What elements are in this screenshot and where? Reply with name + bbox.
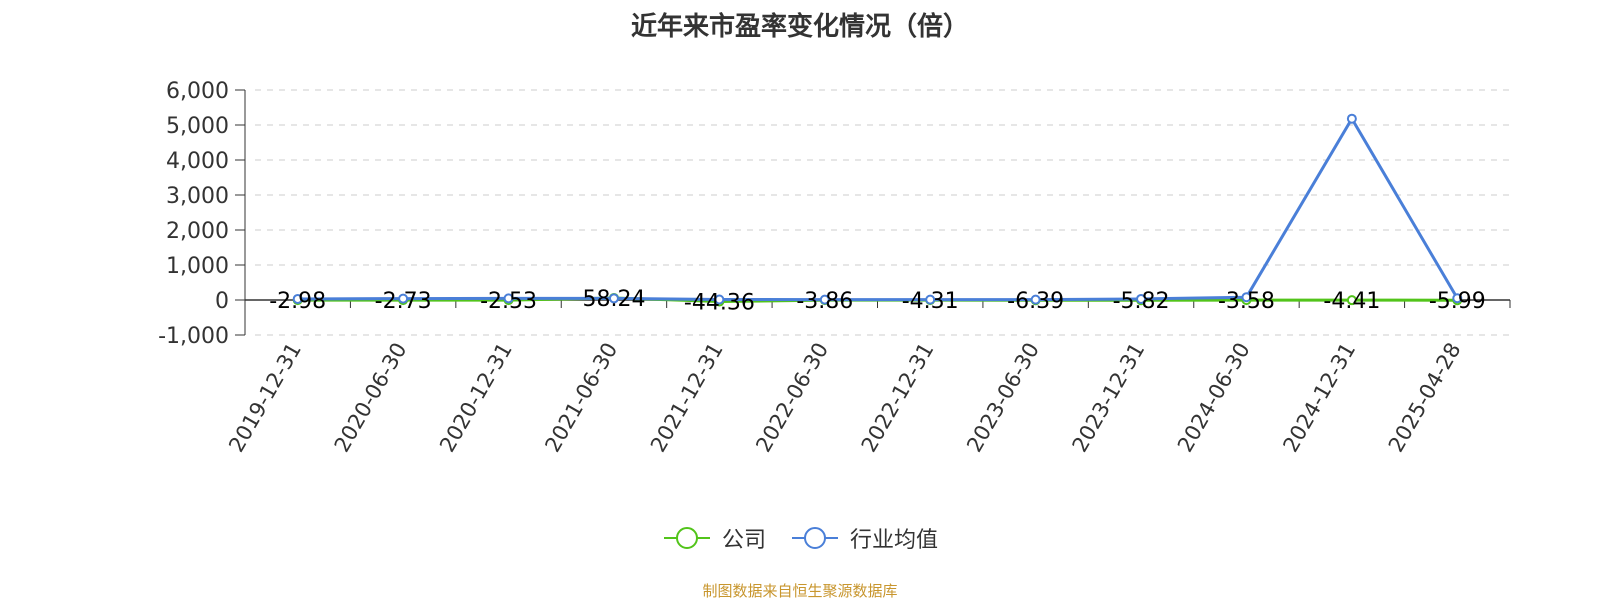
legend-company-icon	[663, 527, 710, 549]
data-label-company: -4.31	[902, 289, 959, 314]
series-lines	[292, 113, 1463, 307]
legend-industry-icon	[792, 527, 838, 549]
x-tick-label: 2023-12-31	[1068, 339, 1150, 457]
data-point-company	[1346, 295, 1357, 306]
x-tick-label: 2020-06-30	[330, 339, 412, 457]
data-point-industry	[1346, 113, 1357, 124]
data-label-company: -5.82	[1113, 289, 1170, 314]
data-point-industry	[1136, 293, 1147, 304]
data-point-industry	[925, 294, 936, 305]
axes: 6,000 5,000 4,000 3,000 2,000 1,000 0 -1,000201…	[158, 79, 1511, 457]
data-label-company: -6.39	[1007, 289, 1064, 314]
data-label-company: -44.36	[684, 291, 755, 316]
y-tick-label: 6,000	[166, 79, 229, 104]
source-note: 制图数据来自恒生聚源数据库	[702, 582, 898, 600]
chart-title: 近年来市盈率变化情况（倍）	[630, 12, 969, 42]
y-tick-label: -1,000	[158, 324, 229, 349]
x-tick-label: 2021-06-30	[540, 339, 622, 457]
y-tick-label: 2,000	[166, 219, 229, 244]
x-tick-label: 2025-04-28	[1384, 339, 1466, 457]
data-point-industry	[1030, 294, 1041, 305]
data-label-company: 58.24	[582, 287, 645, 312]
grid-lines	[255, 89, 1510, 336]
data-label-company: -2.98	[269, 289, 326, 314]
legend: 公司 行业均值	[0, 522, 1600, 554]
data-point-industry	[819, 294, 830, 305]
y-tick-label: 1,000	[166, 254, 229, 279]
y-tick-label: 3,000	[166, 184, 229, 209]
x-tick-label: 2024-12-31	[1278, 339, 1360, 457]
data-point-industry	[1241, 292, 1252, 303]
x-tick-label: 2020-12-31	[435, 339, 517, 457]
x-tick-label: 2019-12-31	[224, 339, 306, 457]
legend-company-label: 公司	[721, 528, 766, 553]
y-tick-label: 0	[215, 289, 229, 314]
data-labels: -2.98 -2.73 -2.53 58.24 -44.36 -3.86 -4.31 -6.3…	[269, 287, 1486, 316]
x-tick-label: 2021-12-31	[646, 339, 728, 457]
data-label-company: -3.58	[1218, 289, 1275, 314]
data-point-industry	[714, 294, 725, 305]
data-label-company: -4.41	[1323, 289, 1380, 314]
legend-industry-label: 行业均值	[850, 528, 939, 553]
series-line-industry	[297, 117, 1459, 302]
y-tick-label: 4,000	[166, 149, 229, 174]
data-point-industry	[503, 293, 514, 304]
x-tick-label: 2022-06-30	[751, 339, 833, 457]
data-label-company: -2.53	[480, 289, 537, 314]
x-tick-label: 2023-06-30	[962, 339, 1044, 457]
data-label-company: -5.99	[1429, 289, 1486, 314]
data-point-industry	[1452, 293, 1463, 304]
data-point-industry	[608, 293, 619, 304]
legend-item-industry[interactable]: 行业均值	[790, 522, 938, 554]
x-tick-label: 2024-06-30	[1173, 339, 1255, 457]
data-label-company: -3.86	[796, 289, 853, 314]
data-point-industry	[292, 293, 303, 304]
data-label-company: -2.73	[375, 289, 432, 314]
legend-item-company[interactable]: 公司	[662, 522, 766, 554]
y-tick-label: 5,000	[166, 114, 229, 139]
data-point-industry	[398, 293, 409, 304]
x-tick-label: 2022-12-31	[857, 338, 939, 456]
